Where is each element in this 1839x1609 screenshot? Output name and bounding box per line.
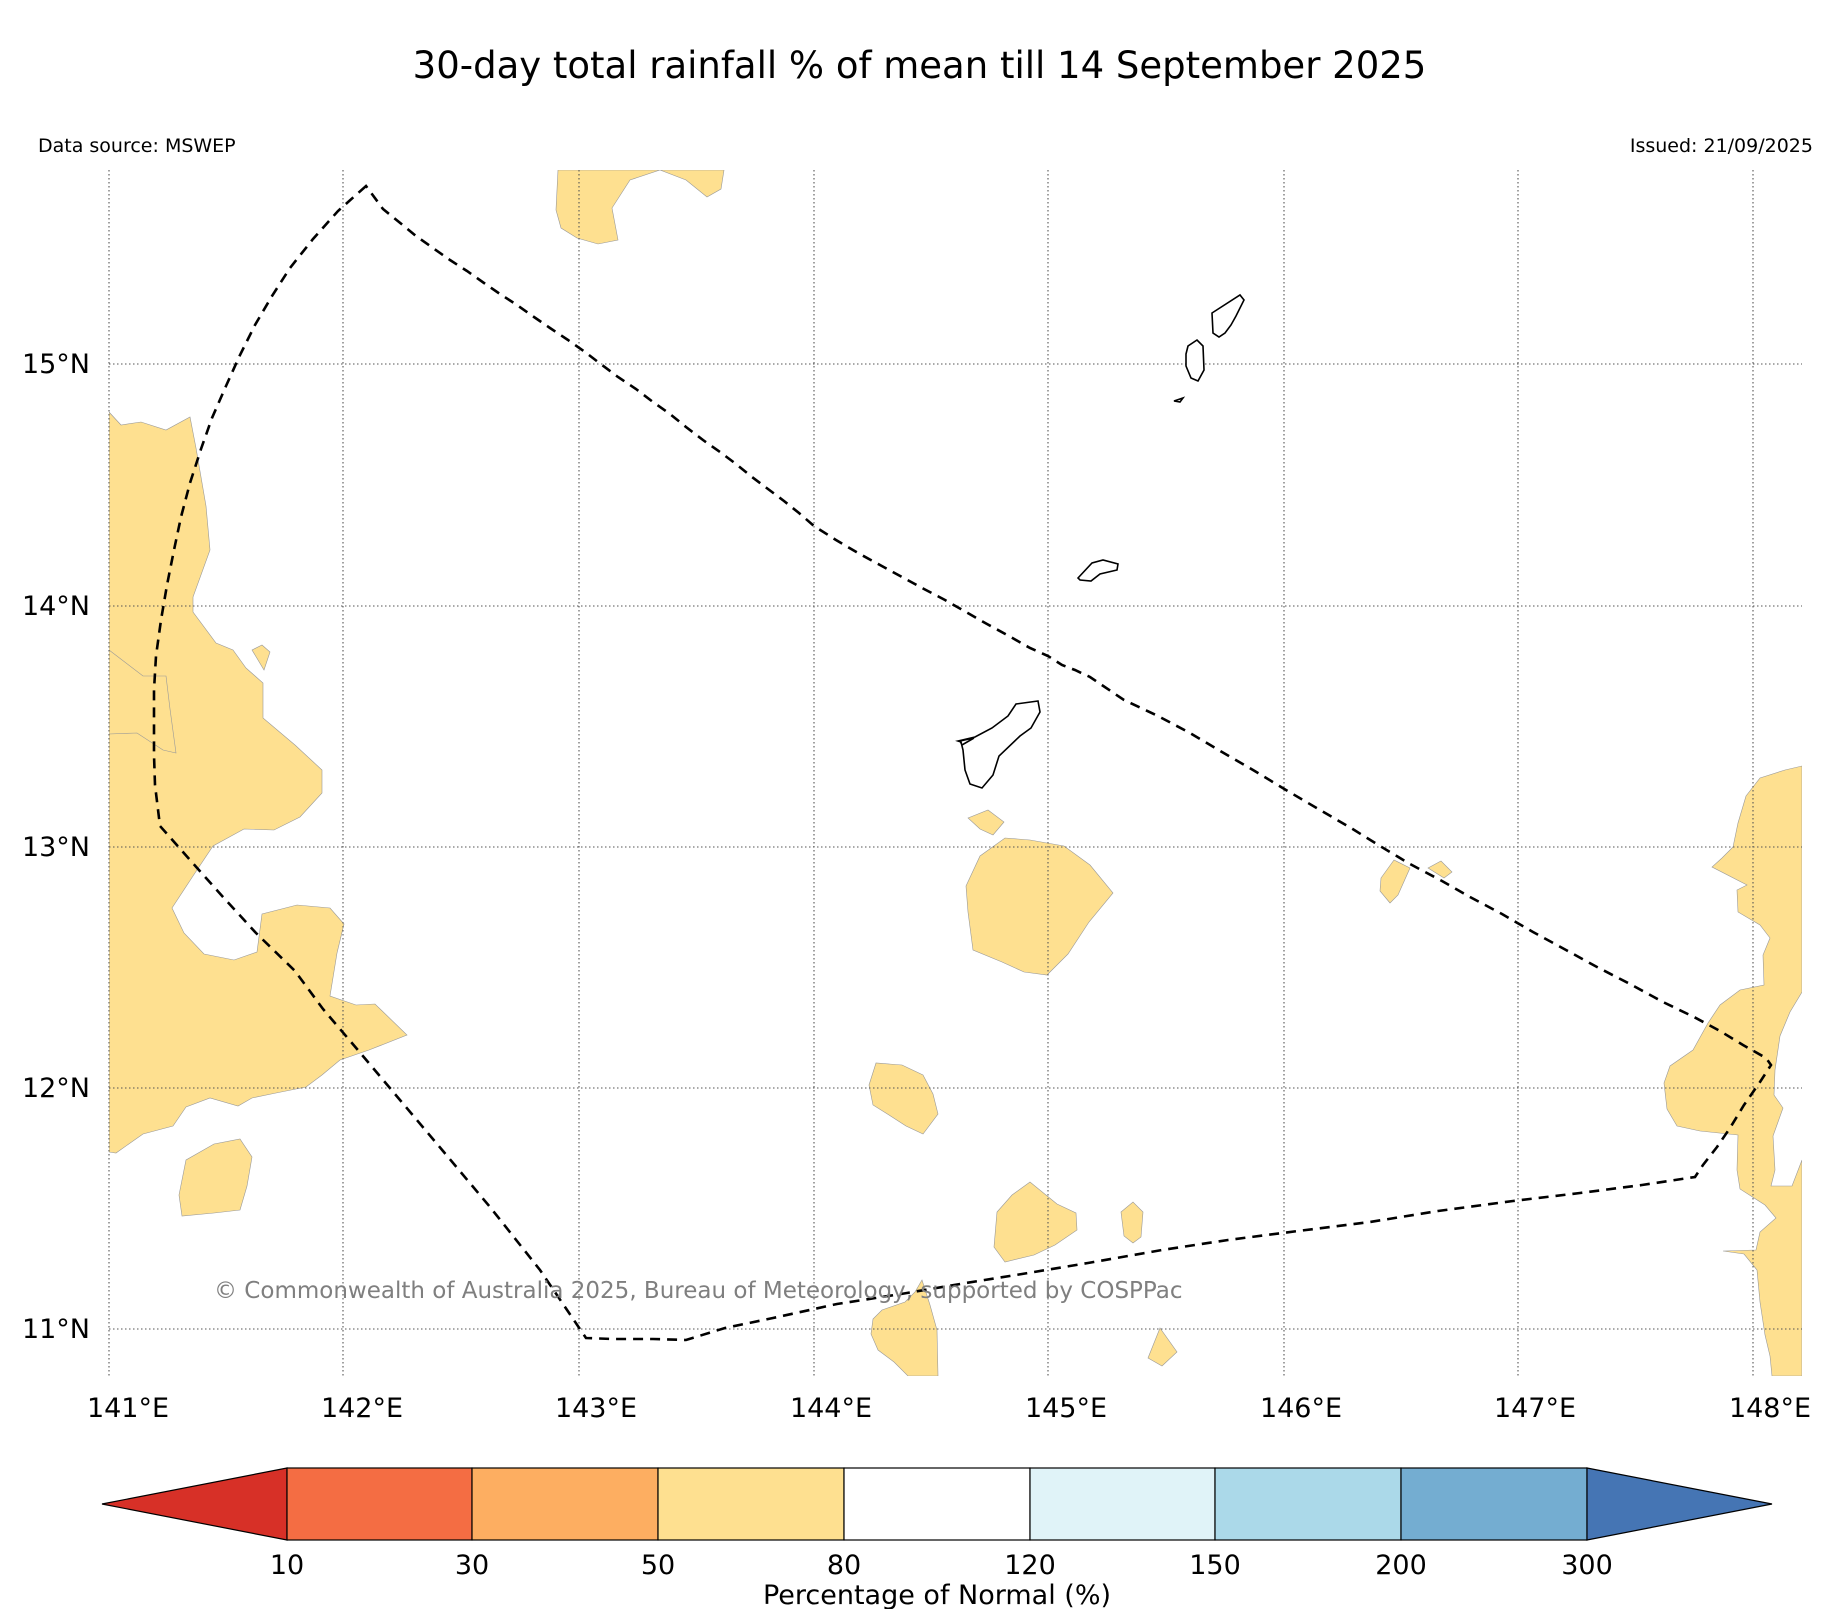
- rainfall-area-east: [1663, 765, 1802, 1376]
- lon-label-148: 148°E: [1729, 1393, 1811, 1424]
- island-saipan: [1211, 293, 1245, 338]
- colorbar-bin-10-30: [286, 1467, 473, 1541]
- rainfall-area-c3: [993, 1181, 1078, 1263]
- rainfall-area-c4: [1120, 1201, 1144, 1244]
- colorbar-tick-150: 150: [1189, 1550, 1241, 1581]
- rainfall-area-west: [109, 411, 408, 1154]
- data-source-label: Data source: MSWEP: [38, 135, 236, 157]
- lat-axis-labels: 15°N 14°N 13°N 12°N 11°N: [22, 349, 90, 1345]
- island-tinian: [1185, 338, 1205, 383]
- coastlines: [955, 293, 1245, 789]
- rainfall-area-central-islet: [967, 809, 1005, 836]
- colorbar-under-arrow: [101, 1467, 288, 1541]
- rainfall-area-central: [965, 837, 1114, 976]
- lon-label-141: 141°E: [87, 1393, 169, 1424]
- lon-axis-labels: 141°E 142°E 143°E 144°E 145°E 146°E 147°…: [87, 1393, 1811, 1424]
- colorbar-bin-200-300: [1400, 1467, 1588, 1541]
- colorbar-bin-150-200: [1214, 1467, 1402, 1541]
- colorbar-bin-30-50: [471, 1467, 659, 1541]
- lat-label-11: 11°N: [22, 1314, 90, 1345]
- island-guam: [955, 700, 1041, 789]
- island-rota: [1076, 559, 1119, 582]
- colorbar-tick-300: 300: [1561, 1550, 1613, 1581]
- rainfall-area-c6: [870, 1279, 939, 1376]
- issued-date-label: Issued: 21/09/2025: [1629, 135, 1813, 157]
- rainfall-area-small2: [178, 1138, 253, 1217]
- lon-label-146: 146°E: [1260, 1393, 1342, 1424]
- rainfall-deficit-areas: [109, 170, 1802, 1376]
- colorbar-bin-120-150: [1029, 1467, 1216, 1541]
- colorbar-tick-10: 10: [270, 1550, 304, 1581]
- rainfall-area-c5: [1147, 1327, 1178, 1367]
- lat-label-13: 13°N: [22, 832, 90, 863]
- rainfall-area-e1: [1379, 859, 1411, 904]
- colorbar-over-arrow: [1586, 1467, 1773, 1541]
- rainfall-area-c2: [868, 1062, 939, 1135]
- rainfall-area-small1: [251, 644, 271, 671]
- colorbar-tick-200: 200: [1375, 1550, 1427, 1581]
- figure-title: 30-day total rainfall % of mean till 14 …: [412, 44, 1427, 87]
- rainfall-area-northcentral: [555, 170, 725, 245]
- colorbar-bin-80-120: [843, 1467, 1031, 1541]
- lon-label-145: 145°E: [1025, 1393, 1107, 1424]
- graticule: [108, 170, 1802, 1376]
- eez-boundary: [152, 184, 1773, 1342]
- colorbar-tick-80: 80: [827, 1550, 861, 1581]
- lon-label-143: 143°E: [555, 1393, 637, 1424]
- colorbar: 10 30 50 80 120 150 200 300 Percentage o…: [101, 1467, 1773, 1609]
- lon-label-144: 144°E: [790, 1393, 872, 1424]
- colorbar-tick-120: 120: [1004, 1550, 1056, 1581]
- copyright-notice: © Commonwealth of Australia 2025, Bureau…: [214, 1278, 1183, 1304]
- colorbar-title: Percentage of Normal (%): [763, 1580, 1111, 1609]
- islet-aguijan: [1173, 396, 1186, 403]
- lat-label-15: 15°N: [22, 349, 90, 380]
- lat-label-12: 12°N: [22, 1073, 90, 1104]
- colorbar-bin-50-80: [657, 1467, 845, 1541]
- rainfall-area-e2: [1427, 860, 1453, 879]
- lon-label-142: 142°E: [321, 1393, 403, 1424]
- colorbar-tick-50: 50: [641, 1550, 675, 1581]
- lat-label-14: 14°N: [22, 591, 90, 622]
- lon-label-147: 147°E: [1494, 1393, 1576, 1424]
- colorbar-tick-30: 30: [455, 1550, 489, 1581]
